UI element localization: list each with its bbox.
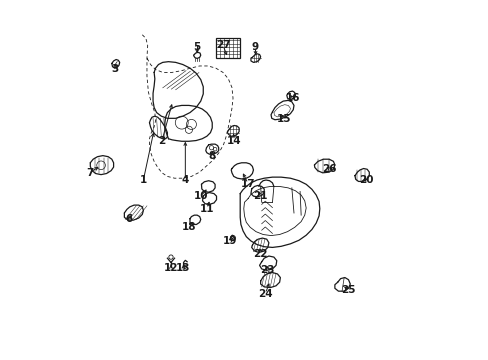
Text: 12: 12 <box>163 263 178 273</box>
Bar <box>215 39 240 58</box>
Text: 4: 4 <box>181 175 189 185</box>
Text: 7: 7 <box>86 168 93 178</box>
Text: 2: 2 <box>158 136 165 145</box>
Text: 5: 5 <box>193 42 201 52</box>
Text: 22: 22 <box>253 248 267 258</box>
Text: 18: 18 <box>182 222 196 231</box>
Text: 8: 8 <box>208 150 215 161</box>
Text: 6: 6 <box>125 215 132 224</box>
Text: 20: 20 <box>359 175 373 185</box>
Text: 10: 10 <box>193 191 207 201</box>
Text: 19: 19 <box>223 236 237 246</box>
Text: 25: 25 <box>341 285 355 296</box>
Text: 13: 13 <box>176 263 190 273</box>
Text: 11: 11 <box>199 204 214 214</box>
Text: 16: 16 <box>285 93 300 103</box>
Text: 17: 17 <box>240 179 255 189</box>
Text: 21: 21 <box>253 191 267 201</box>
Text: 3: 3 <box>111 64 118 74</box>
Text: 27: 27 <box>215 40 230 50</box>
Text: 23: 23 <box>260 265 274 275</box>
Text: 9: 9 <box>251 42 258 52</box>
Text: 1: 1 <box>140 175 147 185</box>
Text: 15: 15 <box>276 114 290 124</box>
Text: 24: 24 <box>258 289 272 299</box>
Text: 14: 14 <box>227 136 241 145</box>
Text: 26: 26 <box>322 164 336 174</box>
